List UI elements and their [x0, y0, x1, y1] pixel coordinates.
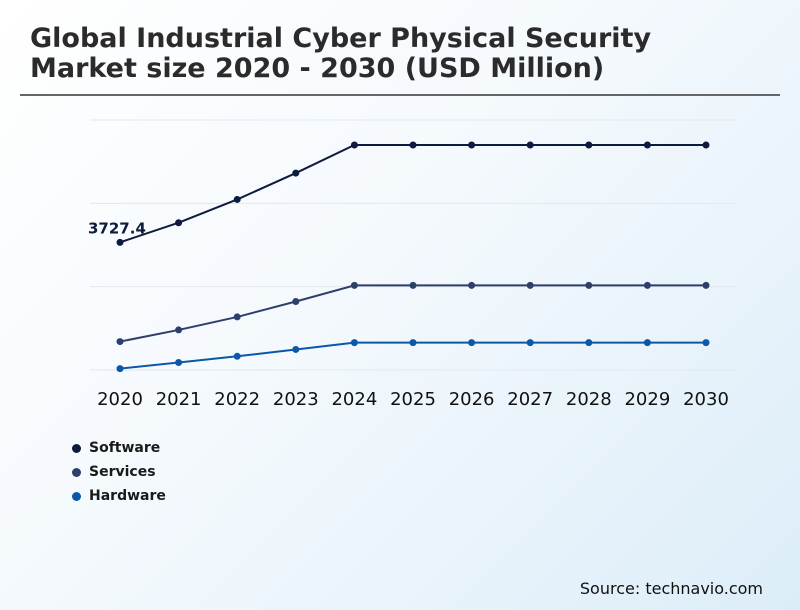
data-point-services [643, 281, 651, 289]
x-axis-ticks: 2020 2021 2022 2023 2024 2025 2026 2027 2028 2029… [97, 389, 729, 410]
x-tick-label: 2030 [683, 389, 729, 410]
data-point-services [116, 338, 124, 346]
data-point-hardware [350, 339, 358, 347]
x-tick-label: 2022 [214, 389, 260, 410]
source-credit: Source: technavio.com [579, 579, 763, 598]
data-point-software [526, 141, 534, 149]
x-tick-label: 2023 [273, 389, 319, 410]
annotations: 3727.4 [88, 219, 146, 237]
title-divider [20, 94, 780, 96]
data-point-software [409, 141, 417, 149]
x-tick-label: 2020 [97, 389, 143, 410]
data-point-software [292, 169, 300, 177]
x-tick-label: 2021 [156, 389, 202, 410]
data-point-software [350, 141, 358, 149]
data-point-software [585, 141, 593, 149]
data-point-hardware [526, 339, 534, 347]
series-line-services [119, 284, 706, 343]
data-point-hardware [175, 358, 183, 366]
data-point-software [175, 219, 183, 227]
x-tick-label: 2027 [507, 389, 553, 410]
data-point-services [526, 281, 534, 289]
data-point-services [175, 326, 183, 334]
data-point-software [643, 141, 651, 149]
data-point-services [350, 281, 358, 289]
x-tick-label: 2029 [624, 389, 670, 410]
data-point-hardware [233, 352, 241, 360]
x-tick-label: 2026 [449, 389, 495, 410]
data-point-services [585, 281, 593, 289]
data-point-services [233, 313, 241, 321]
x-tick-label: 2025 [390, 389, 436, 410]
data-point-software [116, 238, 124, 246]
data-point-hardware [585, 339, 593, 347]
x-tick-label: 2024 [331, 389, 377, 410]
data-point-software [702, 141, 710, 149]
data-point-hardware [702, 339, 710, 347]
data-point-services [702, 281, 710, 289]
legend-label: Services [89, 464, 156, 480]
data-point-hardware [643, 339, 651, 347]
legend-item-software: Software [72, 436, 166, 460]
legend: Software Services Hardware [72, 436, 166, 508]
data-point-software [233, 195, 241, 203]
data-point-services [292, 298, 300, 306]
data-points [116, 141, 710, 373]
x-tick-label: 2028 [566, 389, 612, 410]
legend-dot-icon [72, 467, 81, 477]
data-point-hardware [409, 339, 417, 347]
legend-label: Software [89, 440, 161, 456]
data-label: 3727.4 [88, 219, 146, 237]
data-point-software [468, 141, 476, 149]
data-point-hardware [116, 365, 124, 373]
legend-item-hardware: Hardware [72, 484, 166, 508]
legend-dot-icon [72, 443, 81, 453]
legend-label: Hardware [89, 488, 166, 504]
data-point-hardware [292, 345, 300, 353]
legend-item-services: Services [72, 460, 166, 484]
series-line-software [119, 144, 706, 244]
legend-dot-icon [72, 491, 81, 501]
series-lines [119, 144, 706, 370]
series-line-hardware [119, 341, 706, 370]
data-point-services [409, 281, 417, 289]
gridlines [90, 119, 736, 371]
chart-title: Global Industrial Cyber Physical Securit… [30, 23, 652, 84]
data-point-hardware [468, 339, 476, 347]
data-point-services [468, 281, 476, 289]
